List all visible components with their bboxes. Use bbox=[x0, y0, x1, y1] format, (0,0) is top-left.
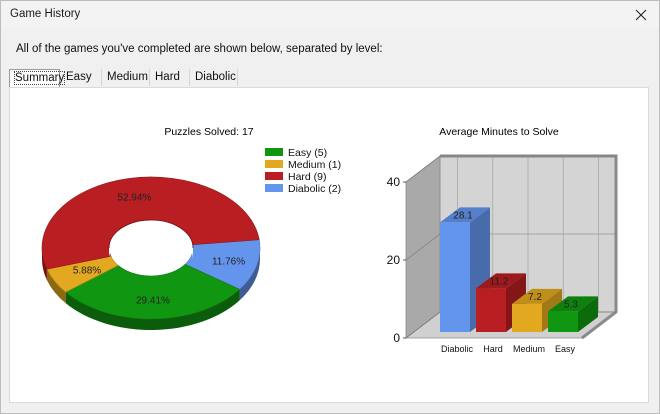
legend-swatch-medium bbox=[265, 160, 283, 168]
pie-label-diabolic: 11.76% bbox=[212, 257, 245, 268]
bar-side-easy bbox=[578, 296, 598, 332]
x-tick-label: Easy bbox=[555, 344, 576, 354]
pie-hole-edge bbox=[108, 219, 194, 249]
x-tick-label: Medium bbox=[513, 344, 545, 354]
window-title: Game History bbox=[10, 8, 81, 20]
tab-medium[interactable]: Medium bbox=[102, 69, 150, 86]
pie-label-medium: 5.88% bbox=[73, 266, 101, 277]
summary-panel: Puzzles Solved: 17 11.76% 29.41% 5.88% 52.9… bbox=[9, 87, 649, 403]
y-tick-label: 20 bbox=[387, 253, 401, 267]
bar-top-diabolic bbox=[440, 207, 490, 223]
tab-diabolic[interactable]: Diabolic bbox=[190, 69, 238, 86]
pie-legend: Easy (5)Medium (1)Hard (9)Diabolic (2) bbox=[265, 147, 341, 195]
description-text: All of the games you've completed are sh… bbox=[16, 43, 383, 55]
pie-title: Puzzles Solved: 17 bbox=[164, 126, 253, 138]
y-tick-label: 0 bbox=[393, 331, 400, 345]
grid-line-side bbox=[405, 155, 441, 183]
bar-value-label: 28.1 bbox=[453, 210, 473, 221]
y-tick-label: 40 bbox=[387, 175, 401, 189]
pie-chart: Puzzles Solved: 17 11.76% 29.41% 5.88% 52.9… bbox=[41, 126, 341, 330]
bar-value-label: 7.2 bbox=[528, 292, 542, 303]
pie-slice-side-hard bbox=[42, 248, 47, 281]
bar-top-easy bbox=[548, 296, 598, 312]
bar-hard bbox=[476, 288, 506, 332]
bar-value-label: 5.3 bbox=[564, 299, 578, 310]
grid-line-side bbox=[405, 233, 441, 261]
bar-title: Average Minutes to Solve bbox=[439, 126, 559, 138]
bar-easy bbox=[548, 311, 578, 332]
pie-slice-side-diabolic bbox=[239, 248, 260, 301]
legend-swatch-easy bbox=[265, 148, 283, 156]
legend-item-medium: Medium (1) bbox=[288, 159, 341, 171]
grid-line-side bbox=[405, 311, 441, 339]
bar-medium bbox=[512, 303, 542, 332]
x-tick-label: Diabolic bbox=[441, 344, 474, 354]
tab-hard[interactable]: Hard bbox=[150, 69, 190, 86]
pie-slice-side-easy bbox=[65, 289, 240, 330]
pie-label-hard: 52.94% bbox=[117, 192, 151, 203]
close-icon[interactable] bbox=[631, 5, 651, 25]
legend-swatch-hard bbox=[265, 172, 283, 180]
pie-label-easy: 29.41% bbox=[136, 296, 170, 307]
legend-item-hard: Hard (9) bbox=[288, 171, 327, 183]
legend-swatch-diabolic bbox=[265, 184, 283, 192]
summary-charts: Puzzles Solved: 17 11.76% 29.41% 5.88% 52.9… bbox=[41, 126, 618, 354]
bar-diabolic bbox=[440, 222, 470, 332]
title-bar: Game History bbox=[1, 1, 659, 29]
bar-chart: Average Minutes to Solve 0 20 40 Diabolic Ha… bbox=[387, 126, 618, 354]
legend-item-diabolic: Diabolic (2) bbox=[288, 183, 341, 195]
tab-summary[interactable]: Summary bbox=[9, 69, 66, 87]
bar-top-medium bbox=[512, 288, 562, 304]
pie-hole bbox=[109, 220, 193, 259]
bar-value-label: 11.2 bbox=[490, 276, 509, 287]
bar-top-hard bbox=[476, 273, 526, 289]
x-tick-label: Hard bbox=[483, 344, 503, 354]
tab-easy[interactable]: Easy bbox=[61, 69, 102, 86]
pie-slice-easy bbox=[65, 263, 241, 320]
legend-item-easy: Easy (5) bbox=[288, 147, 327, 159]
